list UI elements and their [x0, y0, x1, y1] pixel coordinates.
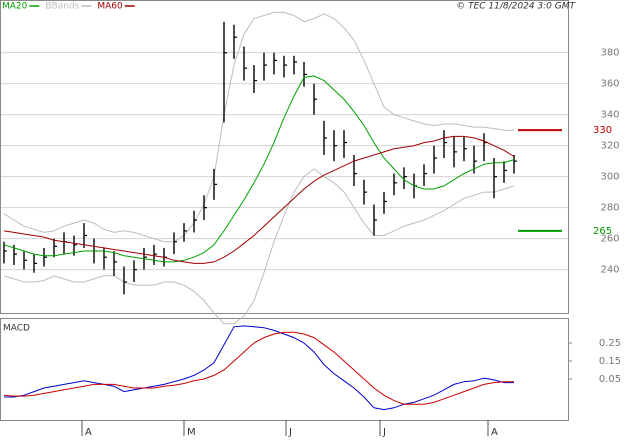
y-tick-label: 240 — [600, 265, 619, 276]
panel-title: MACD — [3, 324, 30, 334]
x-tick-label: A — [85, 427, 92, 438]
moving-average — [3, 135, 515, 264]
x-tick-label: J — [382, 427, 386, 438]
macd-line — [4, 325, 514, 411]
y-tick-label: 0.25 — [599, 338, 621, 349]
x-tick-label: M — [187, 427, 196, 438]
bband-lower — [3, 168, 515, 325]
y-tick-label: 320 — [600, 141, 619, 152]
y-tick-label: 280 — [600, 203, 619, 214]
macd-line — [3, 331, 514, 405]
x-tick-label: J — [288, 427, 292, 438]
macd-panel — [0, 318, 569, 421]
bband-upper — [3, 11, 514, 243]
y-tick-label: 260 — [600, 234, 619, 245]
price-panel — [0, 0, 569, 314]
y-tick-label: 0.15 — [599, 356, 621, 367]
y-tick-label: 0.05 — [599, 374, 621, 385]
level-label: 330 — [593, 125, 612, 136]
legend-label: MA20 — [2, 2, 28, 12]
y-tick-label: 380 — [600, 48, 619, 59]
y-tick-label: 340 — [600, 110, 619, 121]
y-tick-label: 360 — [600, 79, 619, 90]
legend-label: BBands — [45, 2, 79, 12]
x-tick-label: A — [491, 427, 498, 438]
moving-average — [3, 75, 515, 263]
credit: © TEC 11/8/2024 3:0 GMT — [456, 2, 576, 12]
legend-label: MA60 — [97, 2, 123, 12]
level-label: 265 — [593, 226, 612, 237]
y-tick-label: 300 — [600, 172, 619, 183]
